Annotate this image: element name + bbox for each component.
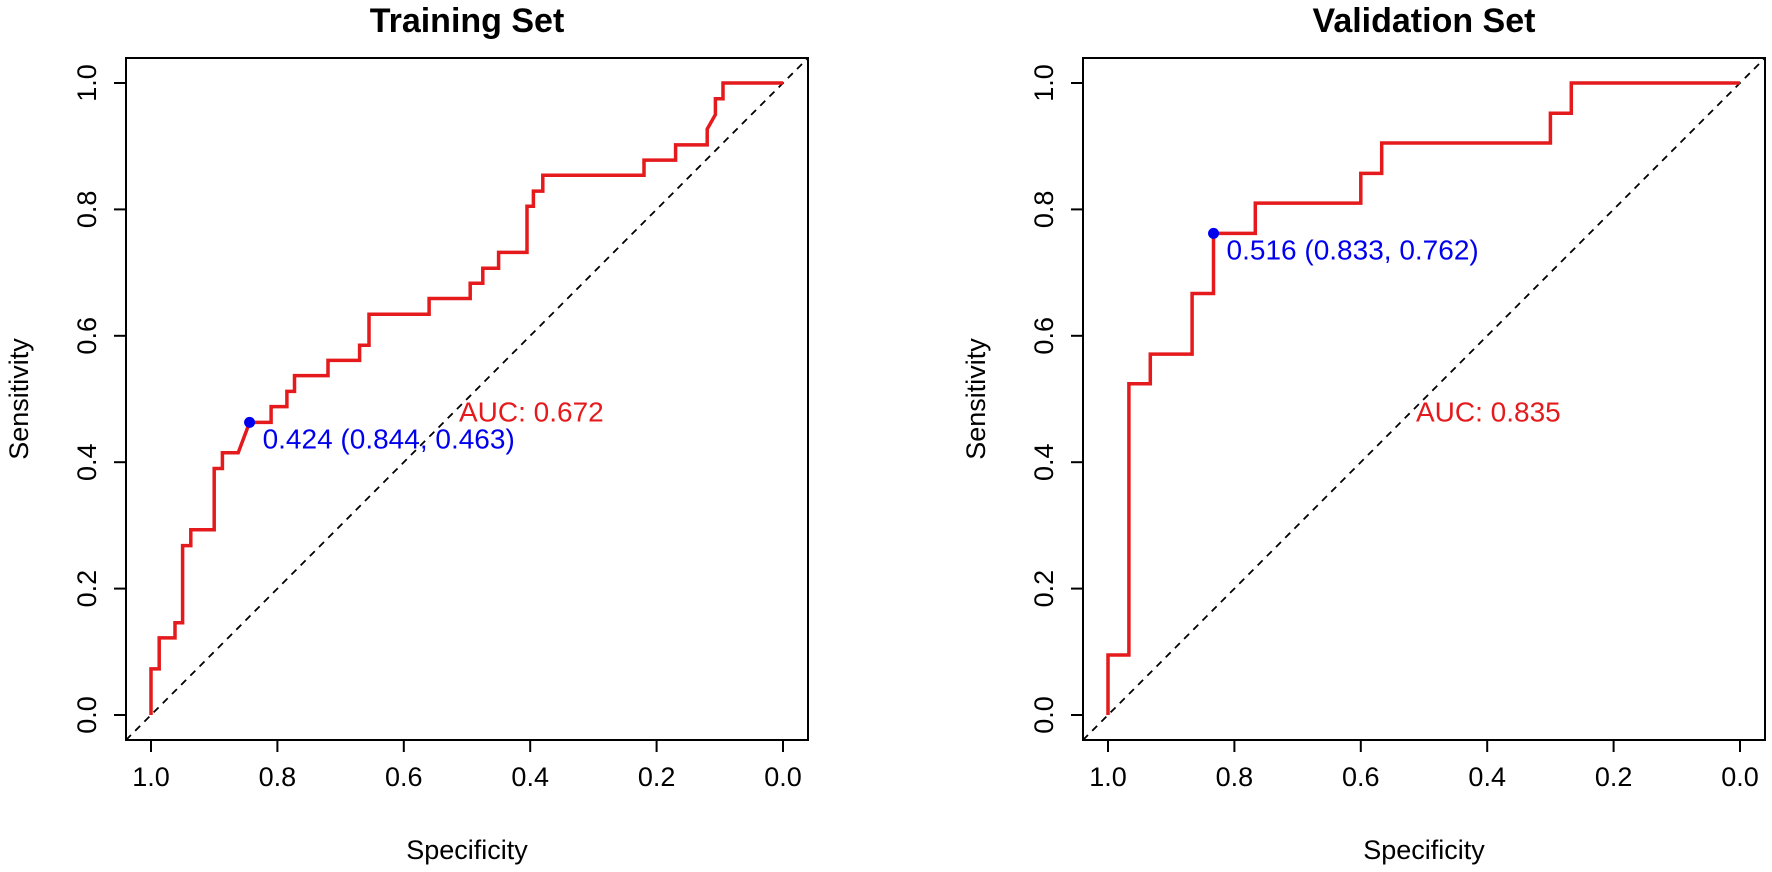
chart-title: Validation Set [1313,2,1536,40]
y-tick-label: 0.8 [1029,191,1059,229]
cutoff-point [1208,227,1220,239]
x-axis-title: Specificity [1363,835,1485,865]
roc-panel-training: Training Set 1.0 0.8 0.6 0.4 0.2 0.0 0.00.20.… [4,2,809,865]
y-tick-label: 0.4 [72,443,102,481]
y-tick-label: 1.0 [1029,64,1059,102]
y-tick-label: 0.4 [1029,443,1059,481]
y-tick-label: 0.2 [72,570,102,608]
y-axis-title: Sensitivity [4,338,34,460]
y-tick-label: 0.6 [72,317,102,355]
chance-diagonal [125,57,809,741]
x-tick-label: 0.2 [1595,762,1633,792]
y-tick-label: 0.2 [1029,570,1059,608]
y-tick-label: 0.0 [1029,696,1059,734]
auc-label: AUC: 0.672 [459,397,604,428]
cutoff-point [244,416,256,428]
y-axis-title: Sensitivity [961,338,991,460]
x-tick-label: 0.4 [511,762,549,792]
x-tick-label: 0.4 [1468,762,1506,792]
x-tick-label: 0.0 [1721,762,1759,792]
cutoff-label: 0.424 (0.844, 0.463) [263,423,515,454]
x-axis-title: Specificity [406,835,528,865]
y-axis: 0.0 0.2 0.4 0.6 0.8 1.0 [1029,64,1083,734]
x-axis: 1.0 0.8 0.6 0.4 0.2 0.0 [132,739,802,792]
x-tick-label: 1.0 [132,762,170,792]
cutoff-label: 0.516 (0.833, 0.762) [1227,234,1479,265]
roc-curve [149,81,783,715]
x-tick-label: 0.6 [1342,762,1380,792]
y-tick-label: 1.0 [72,64,102,102]
chance-diagonal [1082,57,1766,741]
y-tick-label: 0.6 [1029,317,1059,355]
chart-title: Training Set [370,2,565,40]
y-tick-label: 0.8 [72,191,102,229]
x-tick-label: 0.2 [638,762,676,792]
auc-label: AUC: 0.835 [1416,397,1561,428]
roc-curve [1106,81,1740,715]
x-tick-label: 0.0 [764,762,802,792]
x-tick-label: 0.8 [1216,762,1254,792]
x-axis: 1.0 0.8 0.6 0.4 0.2 0.0 [1089,739,1759,792]
x-tick-label: 0.8 [259,762,297,792]
roc-panel-validation: Validation Set 1.0 0.8 0.6 0.4 0.2 0.0 0.0 0.2… [961,2,1766,865]
y-axis: 0.0 0.2 0.4 0.6 0.8 1.0 [72,64,126,734]
y-tick-label: 0.0 [72,696,102,734]
x-tick-label: 1.0 [1089,762,1127,792]
x-tick-label: 0.6 [385,762,423,792]
